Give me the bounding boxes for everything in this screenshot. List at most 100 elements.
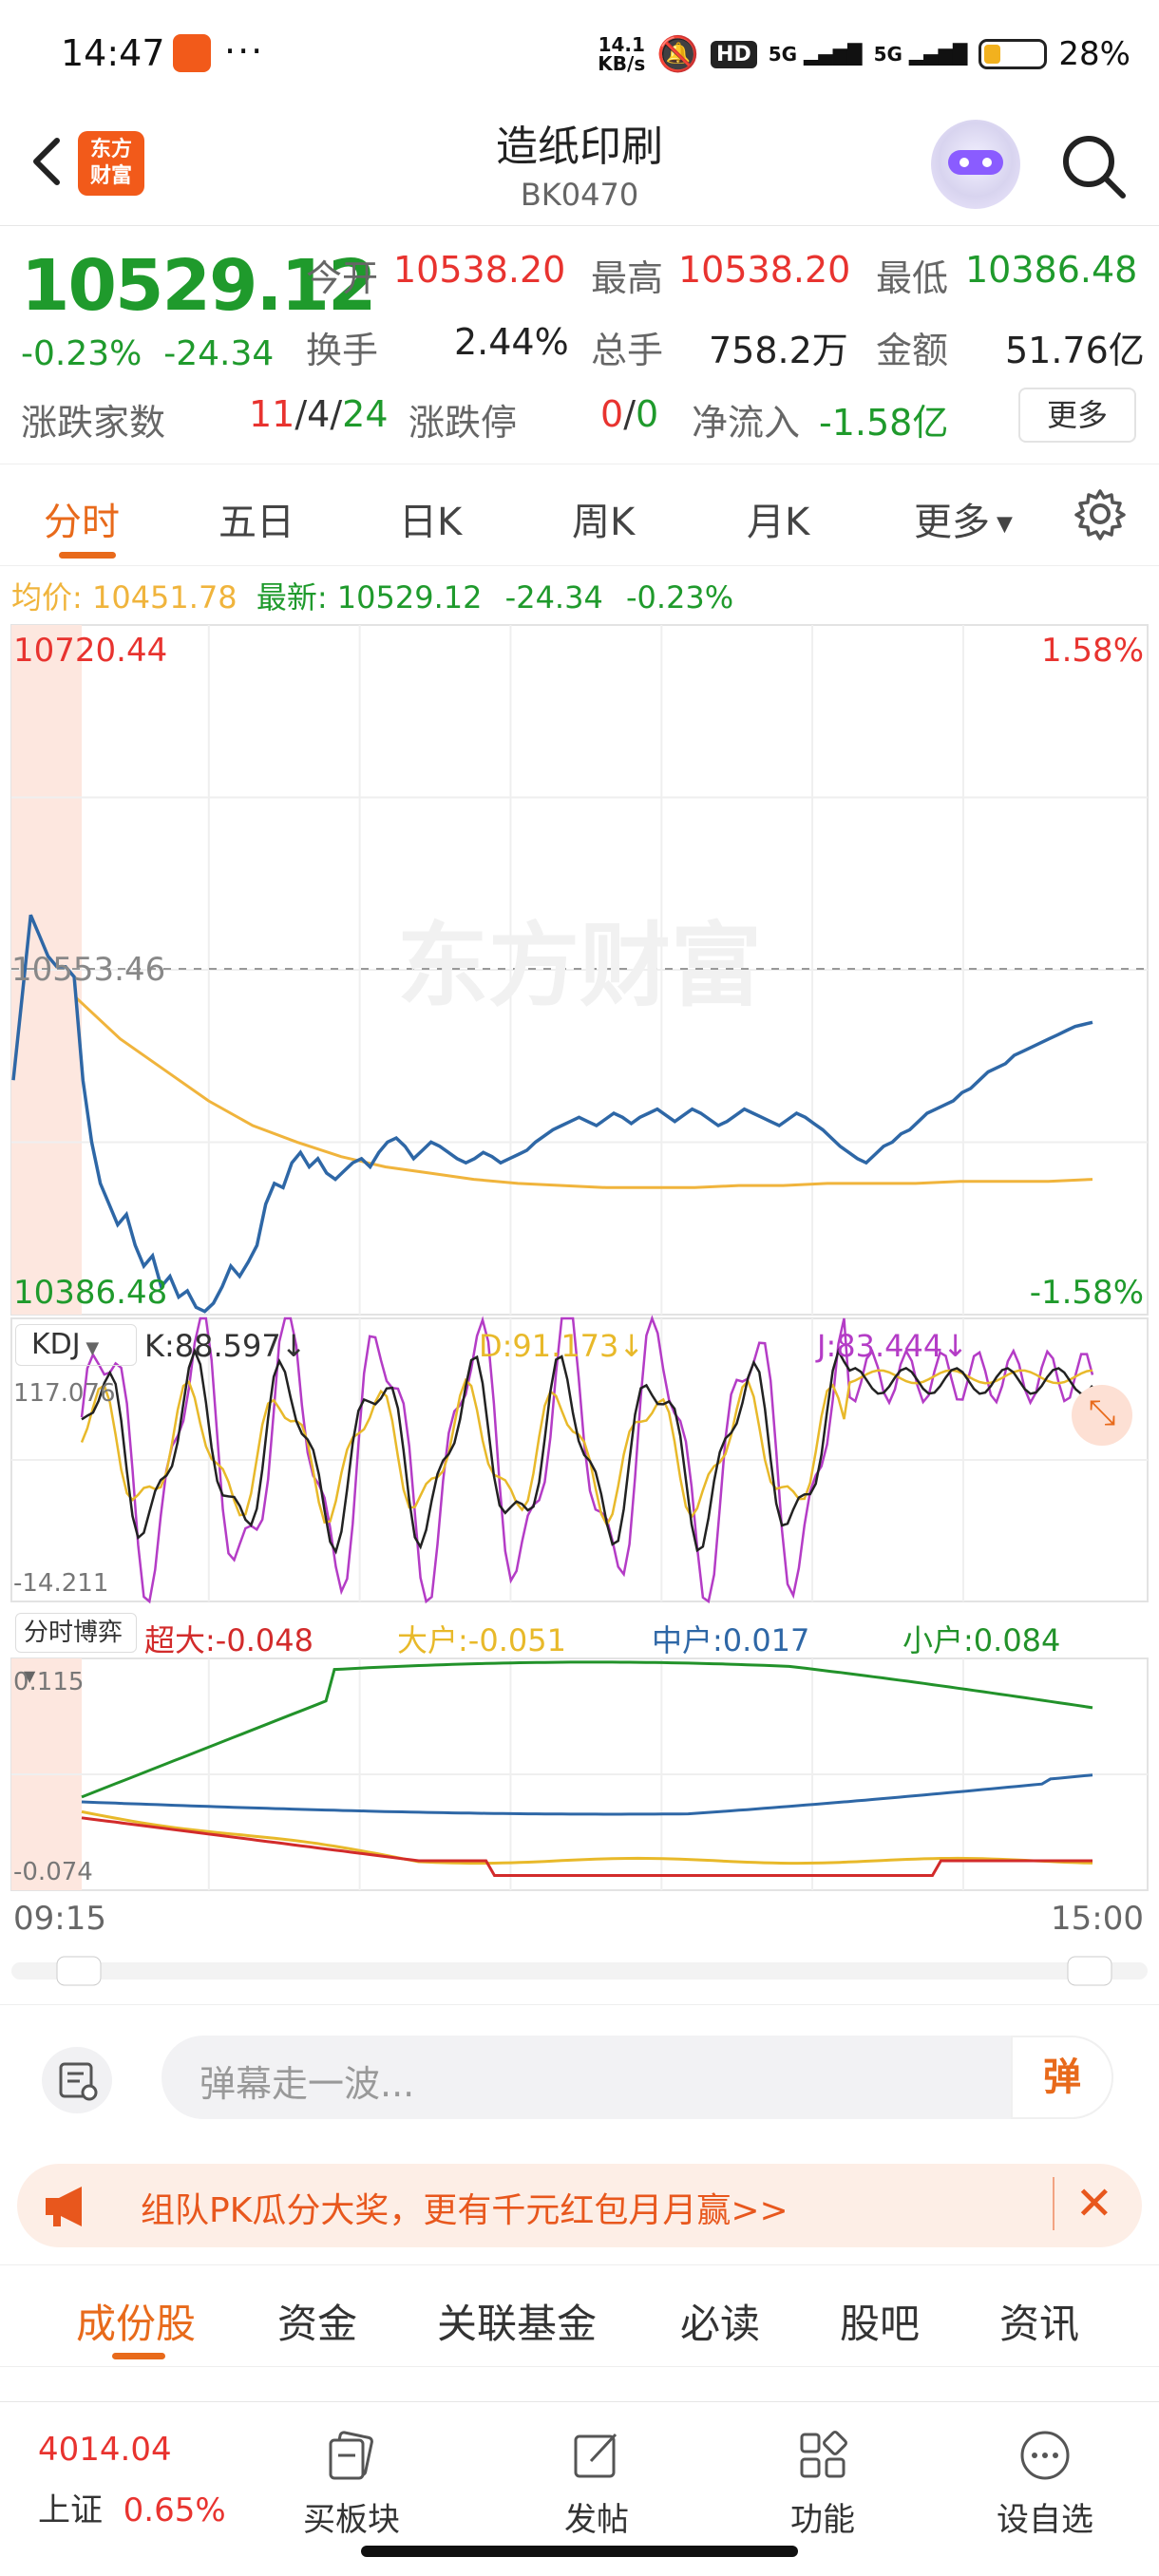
function-button[interactable]: 功能 <box>747 2427 899 2540</box>
kdj-caret-icon: ▼ <box>80 1338 100 1358</box>
amount-label: 金额 <box>876 330 949 371</box>
latest-chg: -24.34 <box>504 579 603 616</box>
tab-underline <box>59 552 116 559</box>
breadth-slash-1: / <box>294 393 308 435</box>
post-button[interactable]: 发帖 <box>521 2427 673 2540</box>
back-icon[interactable] <box>23 133 76 190</box>
buy-sector-button[interactable]: 买板块 <box>276 2427 428 2540</box>
flow-large-value: 大户:-0.051 <box>397 1622 566 1658</box>
sub-tab-underline <box>112 2353 165 2359</box>
logo-line1: 东方 <box>89 138 132 161</box>
high-label: 最高 <box>591 257 664 299</box>
kdj-k-line <box>81 1347 1093 1555</box>
tab-intraday[interactable]: 分时 <box>44 501 120 544</box>
kdj-d-value: D:91.173↓ <box>479 1328 645 1364</box>
more-dots-icon <box>1020 2431 1070 2480</box>
tab-daily-k[interactable]: 日K <box>399 501 463 544</box>
status-bar: 14:47 ··· 14.1 KB/s 🔕 HD 5G ▂▄▆█ 5G ▂▄▆█ … <box>0 0 1159 104</box>
flow-selector-label: 分时博弈 <box>24 1619 124 1647</box>
flow-super-line <box>81 1816 1092 1877</box>
page-title: 造纸印刷 <box>496 123 663 171</box>
price-change: -0.23% -24.34 <box>21 334 274 373</box>
tab-must-read[interactable]: 必读 <box>680 2301 761 2347</box>
scroll-handle-left[interactable] <box>56 1956 102 1986</box>
limit-down: 0 <box>636 393 659 435</box>
tab-more-label: 更多 <box>914 501 990 544</box>
amount-value: 51.76亿 <box>1005 330 1145 371</box>
danmu-button[interactable]: 弹 <box>1011 2036 1113 2119</box>
flow-small-line <box>81 1660 1093 1799</box>
avg-value: 10451.78 <box>91 579 238 616</box>
index-value: 4014.04 <box>38 2431 172 2469</box>
danmu-input[interactable]: 弹幕走一波... 弹 <box>162 2036 1113 2119</box>
promo-text: 组队PK瓜分大奖，更有千元红包月月赢>> <box>141 2191 788 2230</box>
app-logo: 东方 财富 <box>78 131 144 196</box>
index-name-pct: 上证 0.65% <box>38 2484 226 2530</box>
avg-label: 均价: <box>11 579 83 616</box>
tab-weekly-k[interactable]: 周K <box>572 501 636 544</box>
breadth-value: 11/4/24 <box>249 393 389 435</box>
settings-gear-icon[interactable] <box>1072 485 1129 542</box>
tab-constituents[interactable]: 成份股 <box>76 2301 197 2347</box>
danmu-placeholder: 弹幕走一波... <box>200 2063 415 2105</box>
tab-related-funds[interactable]: 关联基金 <box>437 2301 598 2347</box>
kdj-top-label: 117.076 <box>13 1379 116 1408</box>
price-pct: -0.23% <box>21 334 142 373</box>
signal-5g-1-label: 5G <box>768 43 798 66</box>
index-ticker[interactable]: 4014.04 上证 0.65% <box>38 2431 226 2530</box>
limit-value: 0/0 <box>600 393 658 435</box>
tab-funds-flow[interactable]: 资金 <box>277 2301 358 2347</box>
price-chg: -24.34 <box>163 334 275 373</box>
high-value: 10538.20 <box>678 249 851 291</box>
taobao-notification-icon <box>173 34 211 72</box>
expand-chart-icon[interactable]: ⤡ <box>1072 1385 1132 1446</box>
y-top-label: 10720.44 <box>13 632 167 670</box>
signal-5g-1: 5G ▂▄▆█ <box>768 43 863 66</box>
megaphone-icon <box>46 2187 82 2226</box>
function-label: 功能 <box>790 2501 855 2539</box>
notes-icon[interactable] <box>42 2047 112 2113</box>
battery-percent: 28% <box>1058 35 1130 73</box>
kdj-selector-label: KDJ <box>31 1328 81 1361</box>
search-icon[interactable] <box>1056 129 1132 205</box>
flow-grid <box>11 1658 1148 1890</box>
close-icon[interactable]: ✕ <box>1074 2177 1113 2230</box>
hd-badge: HD <box>711 40 757 68</box>
assistant-robot-icon[interactable] <box>931 120 1020 209</box>
more-quote-button[interactable]: 更多 <box>1018 388 1136 443</box>
net-speed-value: 14.1 <box>598 33 645 56</box>
breadth-up: 11 <box>249 393 295 435</box>
kdj-selector[interactable]: KDJ ▼ <box>15 1324 137 1366</box>
tab-five-day[interactable]: 五日 <box>218 501 294 544</box>
flow-caret-icon: ▼ <box>24 1667 36 1685</box>
grid-apps-icon <box>800 2431 847 2478</box>
tab-monthly-k[interactable]: 月K <box>747 501 810 544</box>
flow-mid-value: 中户:0.017 <box>652 1622 810 1658</box>
time-scrollbar[interactable] <box>11 1962 1148 1979</box>
tab-more[interactable]: 更多 ▼ <box>914 491 1013 546</box>
comment-bar: 弹幕走一波... 弹 <box>0 2004 1159 2147</box>
status-time: 14:47 <box>61 32 165 74</box>
flow-mid-line <box>81 1773 1093 1816</box>
open-label: 今开 <box>306 257 379 299</box>
home-indicator[interactable] <box>361 2546 798 2557</box>
flow-small-value: 小户:0.084 <box>902 1622 1061 1658</box>
promo-banner[interactable]: 组队PK瓜分大奖，更有千元红包月月赢>> ✕ <box>17 2164 1142 2247</box>
time-start: 09:15 <box>13 1900 106 1938</box>
add-watchlist-button[interactable]: 设自选 <box>969 2427 1121 2540</box>
status-more: ··· <box>224 30 265 72</box>
kdj-grid <box>11 1318 1148 1601</box>
header: 东方 财富 造纸印刷 BK0470 <box>0 104 1159 226</box>
tab-news[interactable]: 资讯 <box>999 2301 1080 2347</box>
chart-period-tabs: 分时 五日 日K 周K 月K 更多 ▼ <box>0 464 1159 566</box>
open-value: 10538.20 <box>393 249 566 291</box>
flow-selector[interactable]: 分时博弈 ▼ <box>15 1613 137 1685</box>
promo-divider <box>1053 2177 1054 2230</box>
tab-forum[interactable]: 股吧 <box>840 2301 921 2347</box>
net-speed: 14.1 KB/s <box>598 35 645 73</box>
flow-super-value: 超大:-0.048 <box>144 1622 314 1658</box>
pct-top-label: 1.58% <box>1041 632 1144 670</box>
battery-fill <box>984 45 1001 64</box>
scroll-handle-right[interactable] <box>1067 1956 1112 1986</box>
intraday-chart-area[interactable]: 东方财富 10720.44 10553.46 10386.48 1.58% -1… <box>0 0 1159 2004</box>
